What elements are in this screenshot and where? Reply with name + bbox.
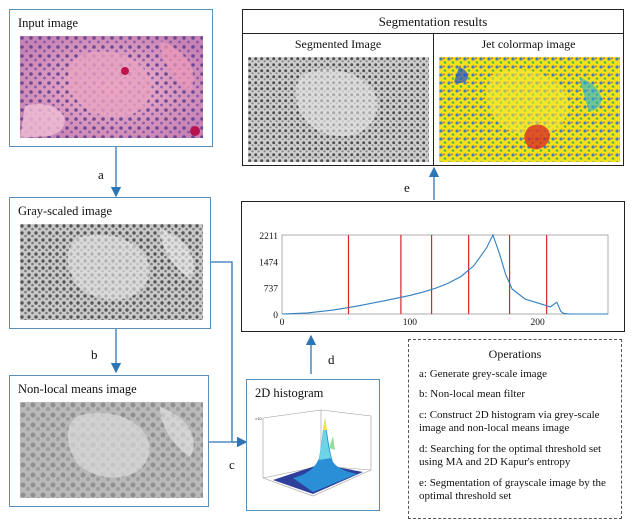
gray-image-title: Gray-scaled image [18, 204, 113, 218]
step-label-c: c [229, 457, 235, 472]
y-tick-label: 0 [273, 311, 278, 321]
nlm-image-box: Non-local means image [9, 375, 209, 507]
hist2d-surface-plot: ×10 [253, 408, 375, 506]
input-image-title: Input image [18, 16, 79, 30]
gray-image-box: Gray-scaled image [9, 197, 211, 329]
step-label-d: d [328, 352, 335, 367]
operation-item-a: a: Generate grey-scale image [419, 367, 547, 380]
segmented-image [248, 57, 429, 162]
y-tick-label: 737 [264, 285, 279, 295]
segmented-image-label: Segmented Image [294, 37, 382, 51]
svg-text:×10: ×10 [255, 416, 263, 421]
hist2d-title: 2D histogram [255, 386, 324, 400]
x-tick-label: 100 [403, 318, 418, 328]
step-label-e: e [404, 180, 410, 195]
y-tick-label: 2211 [259, 232, 278, 242]
hist2d-box: 2D histogram ×10 [246, 379, 380, 511]
segmentation-divider [433, 34, 435, 165]
operation-item-b: b: Non-local mean filter [419, 388, 525, 400]
operation-item-e: e: Segmentation of grayscale image by th… [419, 476, 606, 503]
input-he-image [20, 36, 203, 138]
step-label-a: a [98, 167, 104, 182]
threshold-histogram-chart: 2211 1474 737 00 100 200 [259, 232, 609, 328]
operation-item-d: d: Searching for the optimal threshold s… [419, 442, 602, 469]
jet-colormap-image [439, 57, 620, 162]
histogram-line [281, 233, 608, 315]
x-tick-label: 0 [280, 318, 285, 328]
nlm-image-title: Non-local means image [18, 382, 137, 396]
segmentation-results-box: Segmentation results Segmented Image Jet… [242, 9, 624, 166]
gray-image [20, 224, 203, 320]
y-tick-label: 1474 [259, 258, 278, 268]
operation-item-c: c: Construct 2D histogram via grey-scale… [419, 408, 600, 435]
input-image-box: Input image [9, 9, 213, 147]
segmentation-title: Segmentation results [243, 10, 623, 34]
operations-title: Operations [488, 347, 542, 361]
plot-frame [281, 234, 609, 315]
threshold-histogram-box: 2211 1474 737 0 0 100 200 [241, 201, 625, 332]
step-label-b: b [91, 347, 98, 362]
operations-legend: Operations a: Generate grey-scale image … [408, 339, 622, 519]
nlm-image [20, 402, 203, 498]
x-tick-label: 200 [531, 318, 546, 328]
jet-colormap-label: Jet colormap image [481, 37, 576, 51]
